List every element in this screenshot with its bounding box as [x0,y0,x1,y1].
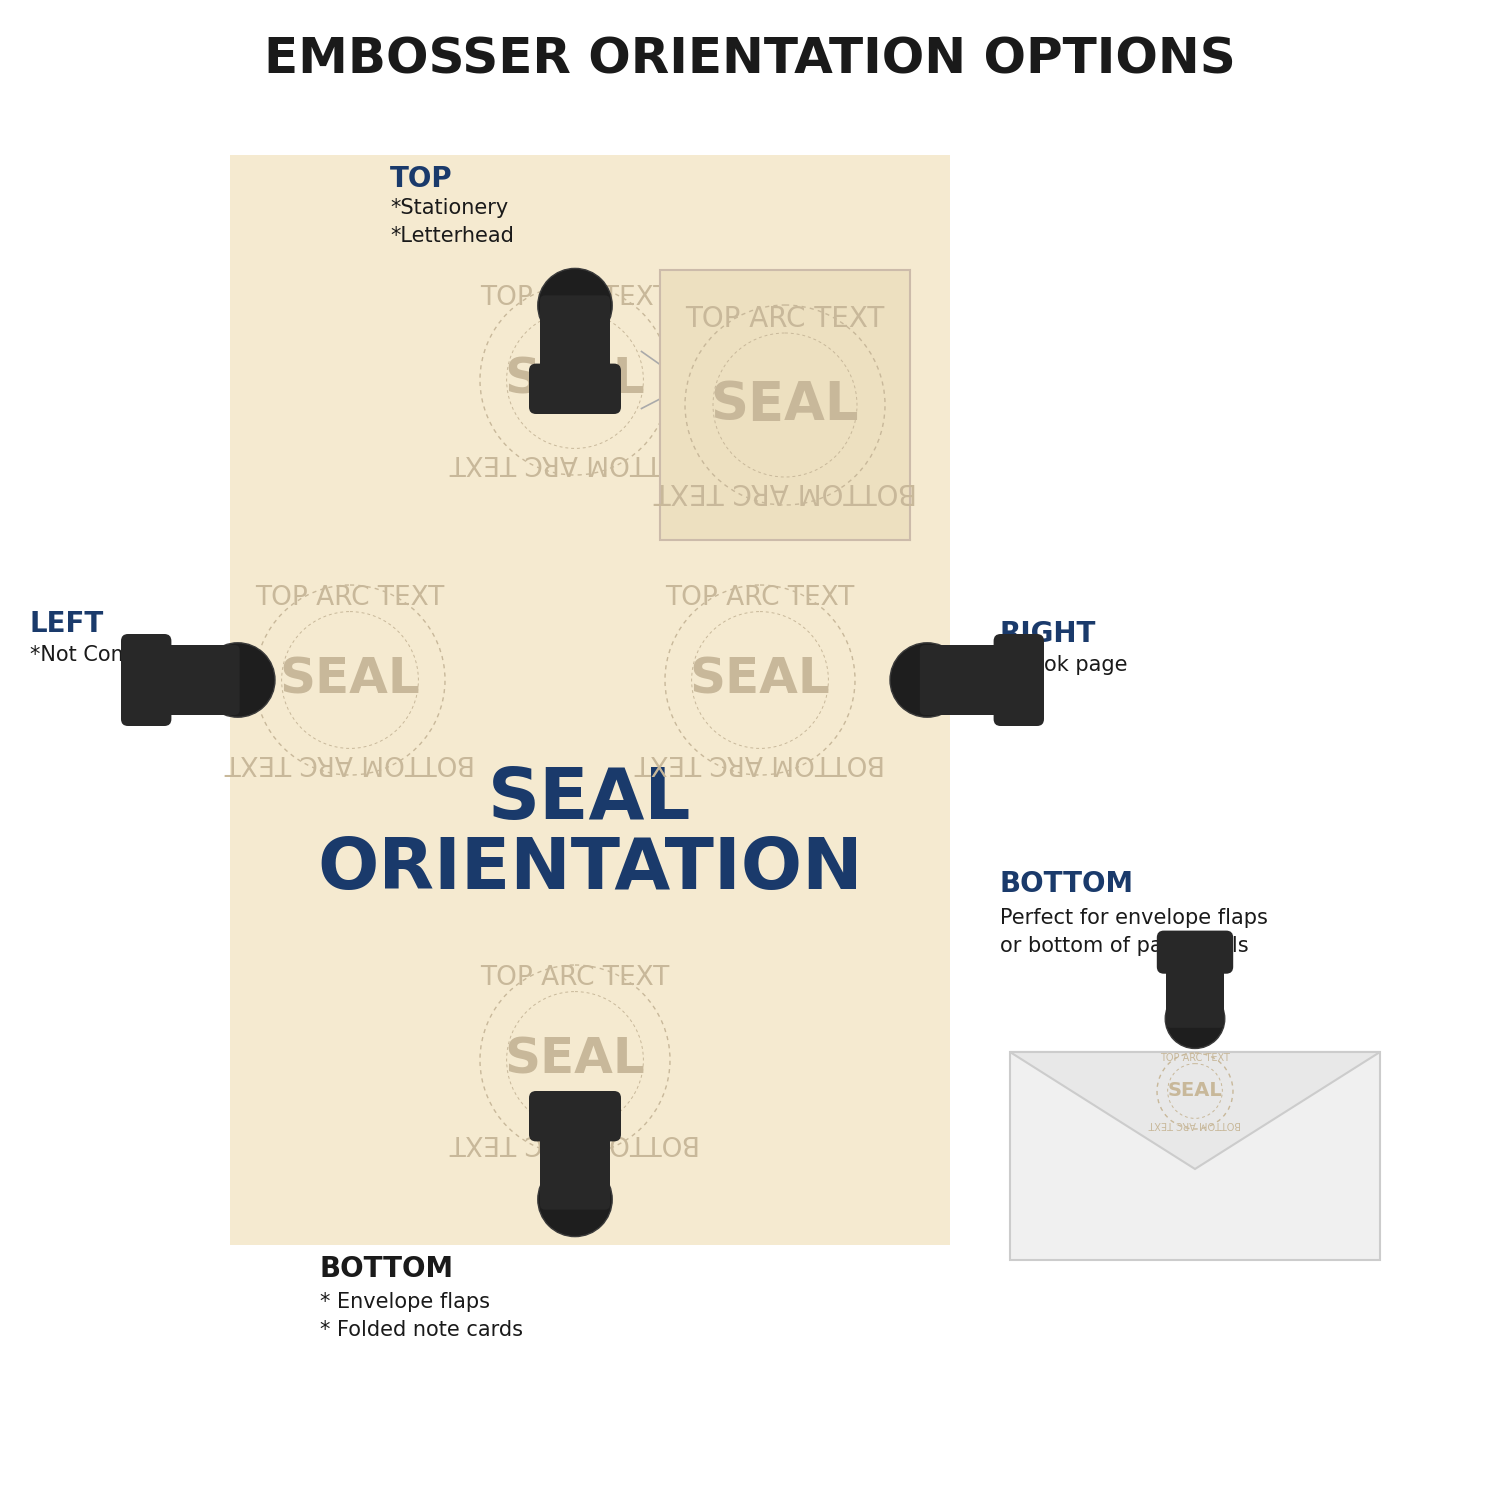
Text: SEAL: SEAL [690,656,831,704]
Circle shape [538,1162,612,1236]
Text: * Book page: * Book page [1000,656,1128,675]
FancyBboxPatch shape [1166,956,1224,1028]
Text: * Envelope flaps
* Folded note cards: * Envelope flaps * Folded note cards [320,1292,524,1340]
Text: SEAL: SEAL [711,380,860,430]
Text: ORIENTATION: ORIENTATION [316,836,862,904]
FancyBboxPatch shape [993,634,1044,726]
Text: SEAL: SEAL [279,656,420,704]
Text: *Not Common: *Not Common [30,645,177,664]
FancyBboxPatch shape [530,363,621,414]
Text: BOTTOM: BOTTOM [320,1256,454,1282]
FancyBboxPatch shape [914,664,932,696]
FancyBboxPatch shape [232,664,250,696]
Text: SEAL: SEAL [1167,1082,1222,1101]
FancyBboxPatch shape [540,296,610,384]
Text: BOTTOM ARC TEXT: BOTTOM ARC TEXT [1149,1119,1240,1128]
Circle shape [201,644,274,717]
Circle shape [1166,988,1226,1048]
Text: EMBOSSER ORIENTATION OPTIONS: EMBOSSER ORIENTATION OPTIONS [264,36,1236,84]
Text: LEFT: LEFT [30,610,104,638]
FancyBboxPatch shape [1182,1013,1209,1038]
FancyBboxPatch shape [152,645,240,716]
Text: TOP ARC TEXT: TOP ARC TEXT [686,304,885,333]
Text: TOP ARC TEXT: TOP ARC TEXT [480,966,669,992]
Text: BOTTOM ARC TEXT: BOTTOM ARC TEXT [225,748,476,774]
Text: SEAL: SEAL [489,765,692,834]
Text: BOTTOM ARC TEXT: BOTTOM ARC TEXT [634,748,885,774]
Text: RIGHT: RIGHT [1000,620,1096,648]
Text: TOP: TOP [390,165,453,194]
Text: BOTTOM: BOTTOM [1000,870,1134,898]
Text: *Stationery
*Letterhead: *Stationery *Letterhead [390,198,514,246]
FancyBboxPatch shape [1010,1052,1380,1260]
Text: TOP ARC TEXT: TOP ARC TEXT [666,585,855,612]
Text: SEAL: SEAL [504,356,645,404]
FancyBboxPatch shape [560,280,591,310]
Text: TOP ARC TEXT: TOP ARC TEXT [480,285,669,312]
Text: BOTTOM ARC TEXT: BOTTOM ARC TEXT [450,448,700,474]
Polygon shape [1010,1052,1380,1168]
Text: BOTTOM ARC TEXT: BOTTOM ARC TEXT [654,477,916,506]
FancyBboxPatch shape [230,154,950,1245]
FancyBboxPatch shape [530,1090,621,1142]
FancyBboxPatch shape [560,1192,591,1222]
FancyBboxPatch shape [660,270,910,540]
Text: TOP ARC TEXT: TOP ARC TEXT [1160,1053,1230,1064]
Text: Perfect for envelope flaps
or bottom of page seals: Perfect for envelope flaps or bottom of … [1000,908,1268,956]
Text: TOP ARC TEXT: TOP ARC TEXT [255,585,444,612]
Circle shape [538,268,612,344]
FancyBboxPatch shape [122,634,171,726]
Text: SEAL: SEAL [504,1036,645,1084]
Text: BOTTOM ARC TEXT: BOTTOM ARC TEXT [450,1128,700,1155]
FancyBboxPatch shape [1156,930,1233,974]
Circle shape [890,644,965,717]
FancyBboxPatch shape [540,1122,610,1209]
FancyBboxPatch shape [920,645,1008,716]
